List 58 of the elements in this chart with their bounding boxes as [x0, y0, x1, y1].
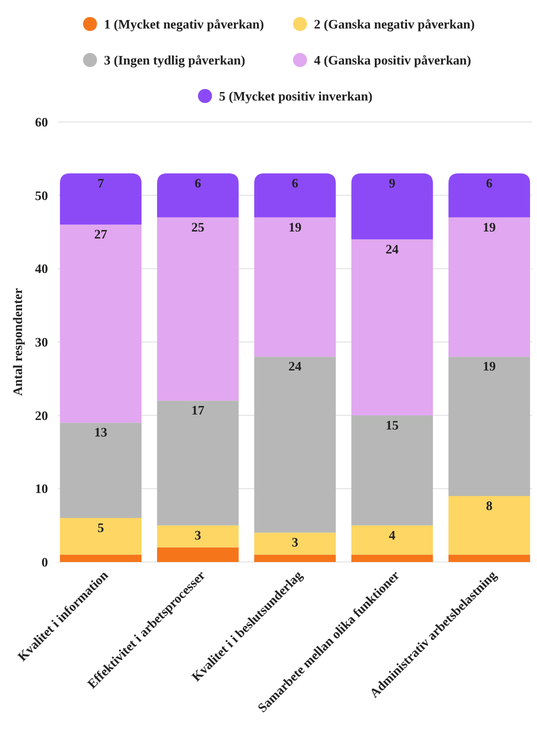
bar — [351, 239, 433, 416]
legend-label: 2 (Ganska negativ påverkan) — [314, 16, 475, 32]
legend-label: 1 (Mycket negativ påverkan) — [104, 16, 264, 32]
bar — [60, 224, 142, 423]
bar — [157, 217, 239, 401]
y-tick-label: 50 — [35, 188, 48, 203]
data-label: 25 — [191, 219, 205, 234]
bar — [254, 217, 336, 357]
bar — [157, 525, 239, 548]
bar — [351, 554, 433, 562]
bar — [351, 415, 433, 526]
bar — [60, 173, 142, 225]
y-tick-label: 20 — [35, 408, 48, 423]
data-label: 3 — [292, 534, 299, 550]
bar — [351, 173, 433, 240]
data-label: 6 — [194, 175, 202, 190]
bar — [448, 554, 530, 562]
data-label: 24 — [386, 241, 400, 256]
data-label: 3 — [194, 527, 202, 542]
data-label: 13 — [94, 424, 108, 440]
data-label: 24 — [288, 358, 302, 374]
bar — [60, 422, 142, 518]
bar — [448, 496, 530, 555]
bar — [254, 532, 336, 555]
bar — [351, 525, 433, 555]
legend-label: 3 (Ingen tydlig påverkan) — [104, 52, 246, 68]
data-label: 17 — [191, 402, 205, 418]
data-label: 6 — [486, 175, 494, 190]
y-tick-label: 0 — [42, 554, 48, 570]
bar — [157, 547, 239, 562]
data-label: 27 — [94, 226, 108, 242]
data-label: 19 — [482, 358, 496, 374]
y-tick-label: 10 — [35, 481, 48, 496]
y-tick-label: 40 — [35, 261, 48, 276]
legend-label: 4 (Ganska positiv påverkan) — [314, 52, 472, 68]
data-label: 19 — [482, 219, 496, 234]
data-label: 7 — [97, 175, 104, 190]
bar — [60, 554, 142, 562]
bar — [254, 356, 336, 533]
bar — [448, 173, 530, 218]
data-label: 5 — [97, 520, 104, 535]
data-label: 19 — [288, 219, 302, 234]
y-tick-label: 30 — [35, 334, 48, 350]
data-label: 9 — [388, 175, 396, 190]
data-label: 6 — [292, 175, 299, 190]
bar — [448, 356, 530, 496]
y-tick-label: 60 — [35, 114, 48, 130]
bar — [254, 554, 336, 562]
data-label: 8 — [486, 498, 494, 513]
bar — [448, 217, 530, 357]
data-label: 4 — [388, 527, 396, 542]
y-axis-title: Antal respondenter — [10, 288, 25, 396]
bar — [157, 173, 239, 218]
legend-label: 5 (Mycket positiv inverkan) — [219, 88, 372, 104]
data-label: 15 — [386, 417, 400, 432]
bar — [157, 400, 239, 526]
bar — [254, 173, 336, 218]
bar — [60, 518, 142, 555]
